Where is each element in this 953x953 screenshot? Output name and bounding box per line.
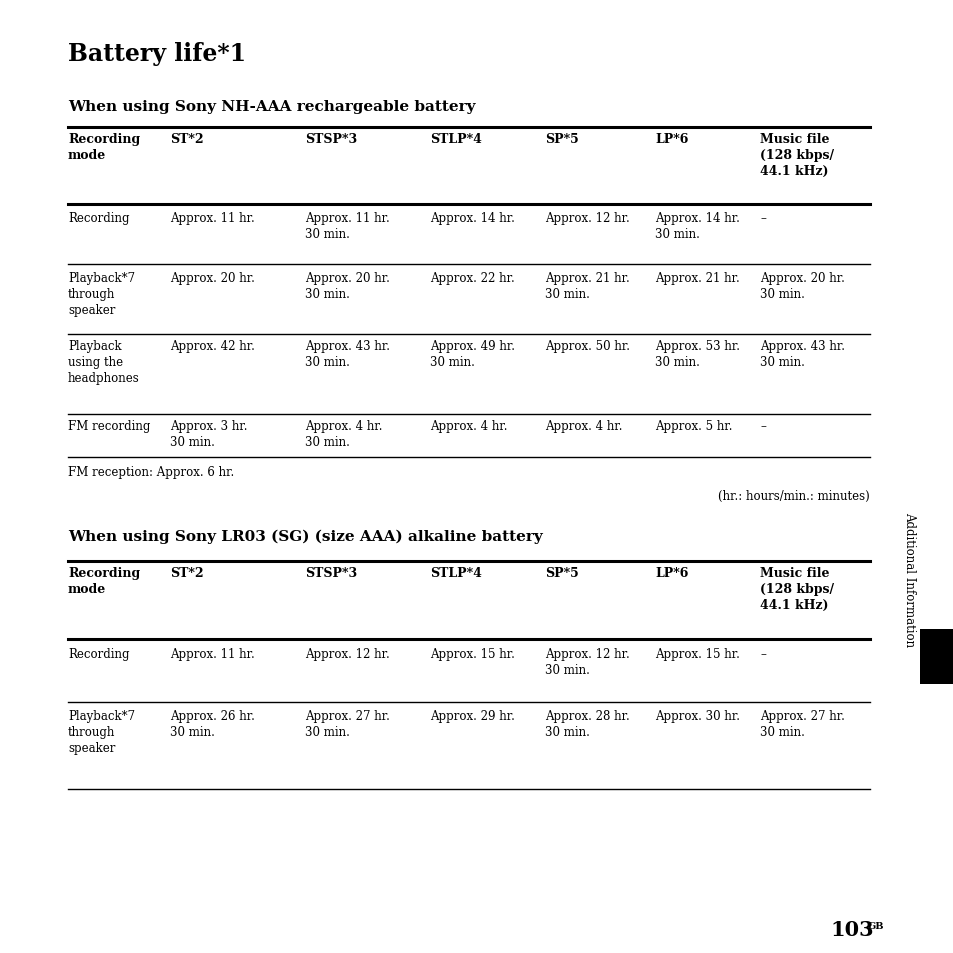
Text: STLP*4: STLP*4 [430,132,481,146]
Text: LP*6: LP*6 [655,566,688,579]
Bar [919,629,953,684]
Text: Approx. 12 hr.: Approx. 12 hr. [544,212,629,225]
Text: Approx. 3 hr.
30 min.: Approx. 3 hr. 30 min. [170,419,247,449]
Text: Approx. 4 hr.: Approx. 4 hr. [544,419,622,433]
Text: –: – [760,419,765,433]
Text: Battery life*1: Battery life*1 [68,42,246,66]
Text: STSP*3: STSP*3 [305,132,356,146]
Text: ST*2: ST*2 [170,566,203,579]
Text: Music file
(128 kbps/
44.1 kHz): Music file (128 kbps/ 44.1 kHz) [760,132,833,178]
Text: Approx. 4 hr.: Approx. 4 hr. [430,419,507,433]
Text: STLP*4: STLP*4 [430,566,481,579]
Text: Approx. 15 hr.: Approx. 15 hr. [430,647,515,660]
Text: Recording: Recording [68,647,130,660]
Text: Approx. 12 hr.: Approx. 12 hr. [305,647,390,660]
Text: Approx. 49 hr.
30 min.: Approx. 49 hr. 30 min. [430,339,515,369]
Text: Approx. 21 hr.
30 min.: Approx. 21 hr. 30 min. [544,272,629,301]
Text: Playback*7
through
speaker: Playback*7 through speaker [68,272,135,316]
Text: Recording: Recording [68,212,130,225]
Text: When using Sony NH-AAA rechargeable battery: When using Sony NH-AAA rechargeable batt… [68,100,475,113]
Text: Approx. 21 hr.: Approx. 21 hr. [655,272,739,285]
Text: Approx. 43 hr.
30 min.: Approx. 43 hr. 30 min. [305,339,390,369]
Text: Approx. 4 hr.
30 min.: Approx. 4 hr. 30 min. [305,419,382,449]
Text: FM recording: FM recording [68,419,151,433]
Text: Approx. 12 hr.
30 min.: Approx. 12 hr. 30 min. [544,647,629,677]
Text: –: – [760,647,765,660]
Text: Approx. 26 hr.
30 min.: Approx. 26 hr. 30 min. [170,709,254,739]
Text: Approx. 50 hr.: Approx. 50 hr. [544,339,629,353]
Text: GB: GB [867,921,883,930]
Text: FM reception: Approx. 6 hr.: FM reception: Approx. 6 hr. [68,465,234,478]
Text: 103: 103 [829,919,873,939]
Text: Approx. 42 hr.: Approx. 42 hr. [170,339,254,353]
Text: Approx. 43 hr.
30 min.: Approx. 43 hr. 30 min. [760,339,844,369]
Text: Approx. 27 hr.
30 min.: Approx. 27 hr. 30 min. [760,709,844,739]
Text: Playback
using the
headphones: Playback using the headphones [68,339,139,385]
Text: STSP*3: STSP*3 [305,566,356,579]
Text: ST*2: ST*2 [170,132,203,146]
Text: Music file
(128 kbps/
44.1 kHz): Music file (128 kbps/ 44.1 kHz) [760,566,833,612]
Text: Approx. 11 hr.
30 min.: Approx. 11 hr. 30 min. [305,212,390,241]
Text: SP*5: SP*5 [544,566,578,579]
Text: (hr.: hours/min.: minutes): (hr.: hours/min.: minutes) [718,490,869,502]
Text: Approx. 15 hr.: Approx. 15 hr. [655,647,740,660]
Text: Approx. 27 hr.
30 min.: Approx. 27 hr. 30 min. [305,709,390,739]
Text: Recording
mode: Recording mode [68,132,140,162]
Text: Recording
mode: Recording mode [68,566,140,596]
Text: Playback*7
through
speaker: Playback*7 through speaker [68,709,135,754]
Text: Approx. 30 hr.: Approx. 30 hr. [655,709,740,722]
Text: Approx. 11 hr.: Approx. 11 hr. [170,212,254,225]
Text: When using Sony LR03 (SG) (size AAA) alkaline battery: When using Sony LR03 (SG) (size AAA) alk… [68,530,542,544]
Text: Approx. 28 hr.
30 min.: Approx. 28 hr. 30 min. [544,709,629,739]
Text: SP*5: SP*5 [544,132,578,146]
Text: Approx. 14 hr.
30 min.: Approx. 14 hr. 30 min. [655,212,740,241]
Text: Additional Information: Additional Information [902,512,916,647]
Text: Approx. 29 hr.: Approx. 29 hr. [430,709,515,722]
Text: Approx. 20 hr.: Approx. 20 hr. [170,272,254,285]
Text: LP*6: LP*6 [655,132,688,146]
Text: –: – [760,212,765,225]
Text: Approx. 20 hr.
30 min.: Approx. 20 hr. 30 min. [760,272,844,301]
Text: Approx. 11 hr.: Approx. 11 hr. [170,647,254,660]
Text: Approx. 53 hr.
30 min.: Approx. 53 hr. 30 min. [655,339,740,369]
Text: Approx. 22 hr.: Approx. 22 hr. [430,272,515,285]
Text: Approx. 5 hr.: Approx. 5 hr. [655,419,732,433]
Text: Approx. 20 hr.
30 min.: Approx. 20 hr. 30 min. [305,272,390,301]
Text: Approx. 14 hr.: Approx. 14 hr. [430,212,515,225]
